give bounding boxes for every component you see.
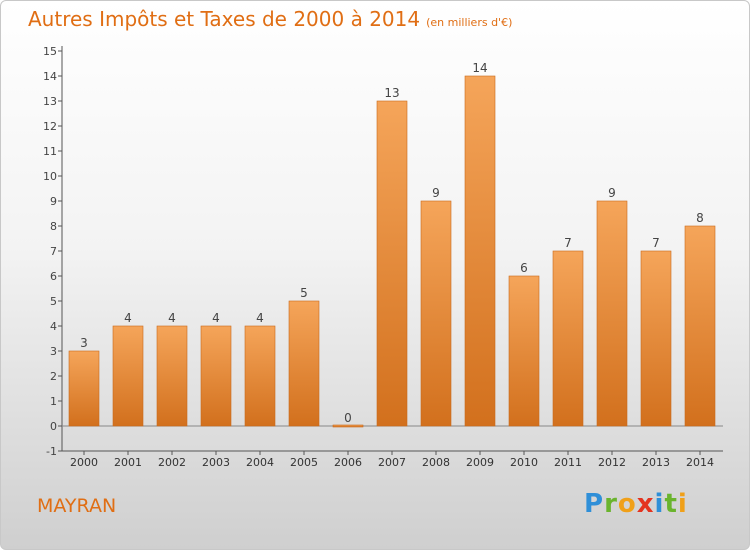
x-tick-label: 2008 (422, 456, 450, 469)
y-tick-label: 11 (43, 145, 57, 158)
value-label: 0 (344, 411, 352, 425)
y-tick-label: 6 (50, 270, 57, 283)
bar-2012 (596, 200, 628, 427)
y-tick-label: 2 (50, 370, 57, 383)
bar-2014 (684, 225, 716, 427)
value-label: 4 (256, 311, 264, 325)
bar-2005 (288, 300, 320, 427)
bar-2013 (640, 250, 672, 427)
x-tick-label: 2013 (642, 456, 670, 469)
value-label: 4 (124, 311, 132, 325)
y-tick-label: 0 (50, 420, 57, 433)
value-label: 4 (212, 311, 220, 325)
bar-2009 (464, 75, 496, 427)
bar-2002 (156, 325, 188, 427)
bar-2006 (332, 424, 364, 428)
x-tick-label: 2000 (70, 456, 98, 469)
x-tick-label: 2014 (686, 456, 714, 469)
bar-2011 (552, 250, 584, 427)
bar-2003 (200, 325, 232, 427)
y-tick-label: 1 (50, 395, 57, 408)
proxiti-logo: Proxiti (584, 489, 688, 519)
x-tick-label: 2006 (334, 456, 362, 469)
x-tick-label: 2004 (246, 456, 274, 469)
logo-letter: i (654, 489, 665, 519)
bar-2010 (508, 275, 540, 427)
logo-letter: r (604, 489, 618, 519)
x-tick-label: 2011 (554, 456, 582, 469)
y-tick-label: 14 (43, 70, 57, 83)
x-tick-label: 2007 (378, 456, 406, 469)
y-tick-label: 7 (50, 245, 57, 258)
y-tick-label: 12 (43, 120, 57, 133)
y-tick-label: 10 (43, 170, 57, 183)
y-tick-label: 5 (50, 295, 57, 308)
y-tick-label: 3 (50, 345, 57, 358)
x-tick-label: 2003 (202, 456, 230, 469)
bar-2008 (420, 200, 452, 427)
value-label: 4 (168, 311, 176, 325)
x-tick-label: 2009 (466, 456, 494, 469)
bar-2000 (68, 350, 100, 427)
bar-2004 (244, 325, 276, 427)
x-tick-label: 2005 (290, 456, 318, 469)
y-tick-label: 13 (43, 95, 57, 108)
logo-letter: P (584, 489, 605, 519)
chart-title: Autres Impôts et Taxes de 2000 à 2014 (en… (28, 7, 512, 31)
bar-2001 (112, 325, 144, 427)
value-label: 5 (300, 286, 308, 300)
y-tick-label: -1 (46, 445, 57, 458)
commune-name: MAYRAN (37, 495, 117, 517)
logo-letter: x (636, 489, 655, 519)
x-tick-label: 2010 (510, 456, 538, 469)
y-tick-label: 8 (50, 220, 57, 233)
value-label: 8 (696, 211, 704, 225)
logo-letter: o (617, 489, 637, 519)
value-label: 9 (432, 186, 440, 200)
x-tick-label: 2001 (114, 456, 142, 469)
value-label: 14 (472, 61, 487, 75)
value-label: 6 (520, 261, 528, 275)
logo-letter: i (677, 489, 688, 519)
x-tick-label: 2002 (158, 456, 186, 469)
value-label: 7 (652, 236, 660, 250)
y-tick-label: 9 (50, 195, 57, 208)
logo-letter: t (664, 489, 678, 519)
value-label: 9 (608, 186, 616, 200)
value-label: 13 (384, 86, 399, 100)
y-tick-label: 15 (43, 45, 57, 58)
chart-title-text: Autres Impôts et Taxes de 2000 à 2014 (28, 7, 421, 31)
y-tick-label: 4 (50, 320, 57, 333)
x-tick-label: 2012 (598, 456, 626, 469)
bar-2007 (376, 100, 408, 427)
value-label: 7 (564, 236, 572, 250)
chart-unit: (en milliers d'€) (426, 16, 513, 29)
value-label: 3 (80, 336, 88, 350)
